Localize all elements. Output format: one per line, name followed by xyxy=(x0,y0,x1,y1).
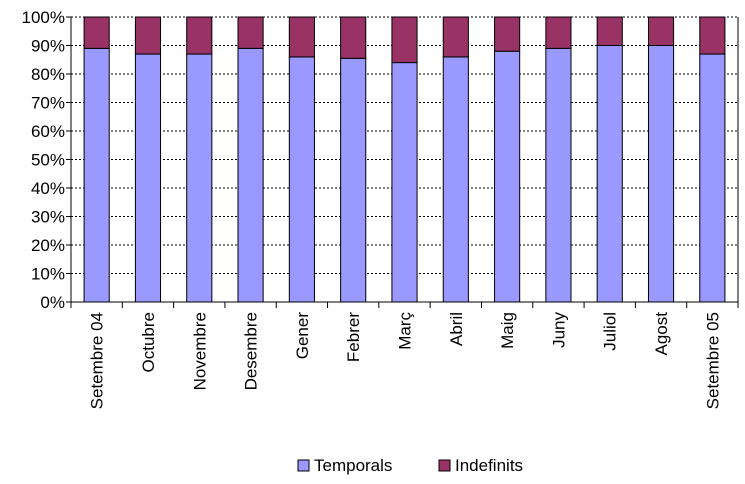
y-tick-label: 100% xyxy=(22,8,65,27)
legend-swatch-temporals xyxy=(297,459,310,472)
legend: Temporals Indefinits xyxy=(297,456,523,475)
x-tick-label: Setembre 05 xyxy=(703,312,722,409)
legend-swatch-indefinits xyxy=(438,459,451,472)
x-tick-label: Juny xyxy=(549,312,568,348)
legend-label-temporals: Temporals xyxy=(314,456,392,475)
bar-temporals-7 xyxy=(442,56,469,303)
y-tick-label: 90% xyxy=(31,37,65,56)
bar-temporals-3 xyxy=(237,47,264,303)
bar-indefinits-3 xyxy=(237,16,264,49)
bar-indefinits-8 xyxy=(494,16,521,52)
bar-temporals-2 xyxy=(186,53,213,303)
y-tick-label: 70% xyxy=(31,94,65,113)
bar-indefinits-2 xyxy=(186,16,213,55)
bar-temporals-5 xyxy=(340,57,367,303)
bar-temporals-10 xyxy=(596,45,623,303)
bar-indefinits-0 xyxy=(83,16,110,49)
bar-indefinits-4 xyxy=(288,16,315,58)
bar-temporals-8 xyxy=(494,50,521,303)
bars xyxy=(83,16,726,303)
x-tick-label: Març xyxy=(396,312,415,350)
bar-indefinits-11 xyxy=(647,16,675,46)
y-tick-labels: 0% 10% 20% 30% 40% 50% 60% 70% 80% 90% 100% xyxy=(22,8,65,312)
bar-indefinits-5 xyxy=(340,16,367,59)
bar-temporals-4 xyxy=(288,56,315,303)
bar-indefinits-6 xyxy=(391,16,418,64)
legend-label-indefinits: Indefinits xyxy=(455,456,523,475)
y-tick-label: 20% xyxy=(31,236,65,255)
bar-indefinits-9 xyxy=(545,16,572,49)
y-tick-label: 0% xyxy=(40,293,65,312)
x-tick-label: Novembre xyxy=(190,312,209,390)
y-tick-label: 10% xyxy=(31,265,65,284)
x-tick-labels: Setembre 04 Octubre Novembre Desembre Gener F… xyxy=(88,312,723,410)
y-tick-label: 60% xyxy=(31,122,65,141)
bar-indefinits-10 xyxy=(596,16,623,46)
bar-temporals-12 xyxy=(699,53,726,303)
y-tick-label: 40% xyxy=(31,179,65,198)
bar-indefinits-7 xyxy=(442,16,469,58)
axes xyxy=(70,17,739,308)
y-tick-label: 30% xyxy=(31,208,65,227)
x-tick-label: Octubre xyxy=(139,312,158,372)
x-tick-label: Gener xyxy=(293,312,312,360)
x-tick-label: Agost xyxy=(652,312,671,356)
x-tick-label: Setembre 04 xyxy=(88,312,107,409)
y-tick-label: 50% xyxy=(31,151,65,170)
x-tick-label: Juliol xyxy=(601,312,620,351)
x-tick-label: Maig xyxy=(498,312,517,349)
bar-temporals-0 xyxy=(83,47,110,303)
bar-temporals-6 xyxy=(391,62,418,303)
bar-temporals-11 xyxy=(647,45,675,303)
x-tick-label: Febrer xyxy=(344,312,363,362)
x-tick-label: Abril xyxy=(447,312,466,346)
bar-indefinits-12 xyxy=(699,16,726,55)
bar-temporals-1 xyxy=(134,53,162,303)
y-tick-label: 80% xyxy=(31,65,65,84)
x-tick-label: Desembre xyxy=(242,312,261,390)
bar-temporals-9 xyxy=(545,47,572,303)
bar-indefinits-1 xyxy=(134,16,162,55)
